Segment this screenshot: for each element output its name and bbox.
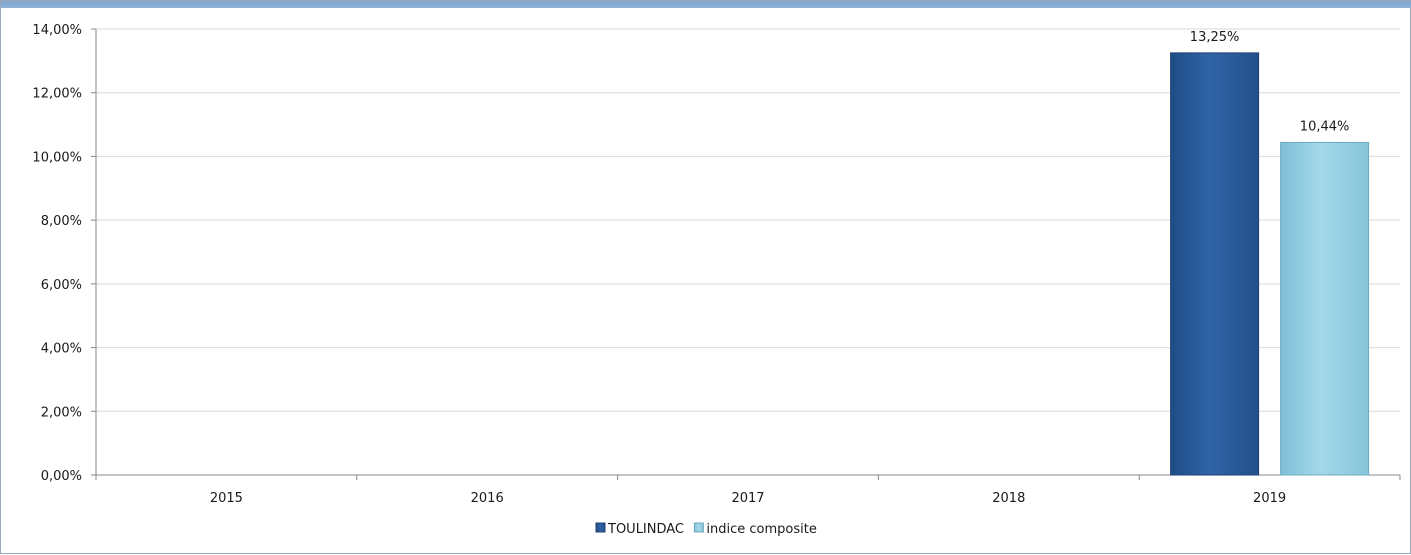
y-tick-label: 2,00% xyxy=(41,405,82,420)
y-tick-label: 8,00% xyxy=(41,214,82,229)
legend: TOULINDAC indice composite xyxy=(595,522,817,537)
y-tick-label: 4,00% xyxy=(41,342,82,357)
x-tick-label: 2018 xyxy=(992,491,1025,506)
data-labels: 13,25% 10,44% xyxy=(1190,30,1350,135)
legend-label: indice composite xyxy=(706,522,816,537)
x-tick-label: 2017 xyxy=(731,491,764,506)
x-tick-label: 2016 xyxy=(471,491,504,506)
legend-swatch xyxy=(595,522,606,533)
bar-indice-composite-2019 xyxy=(1280,141,1370,476)
data-label: 10,44% xyxy=(1300,119,1350,134)
legend-swatch xyxy=(693,522,704,533)
y-tick-label: 10,00% xyxy=(32,150,82,165)
bar-toulindac-2019 xyxy=(1170,52,1260,476)
top-strip xyxy=(1,1,1411,8)
y-tick-label: 0,00% xyxy=(41,469,82,484)
x-tick-label: 2015 xyxy=(210,491,243,506)
y-tick-label: 6,00% xyxy=(41,278,82,293)
y-tick-label: 14,00% xyxy=(32,23,82,38)
x-tick-label: 2019 xyxy=(1253,491,1286,506)
data-label: 13,25% xyxy=(1190,30,1240,45)
bars xyxy=(1170,52,1370,476)
y-tick-label: 12,00% xyxy=(32,87,82,102)
legend-label: TOULINDAC xyxy=(607,522,684,537)
